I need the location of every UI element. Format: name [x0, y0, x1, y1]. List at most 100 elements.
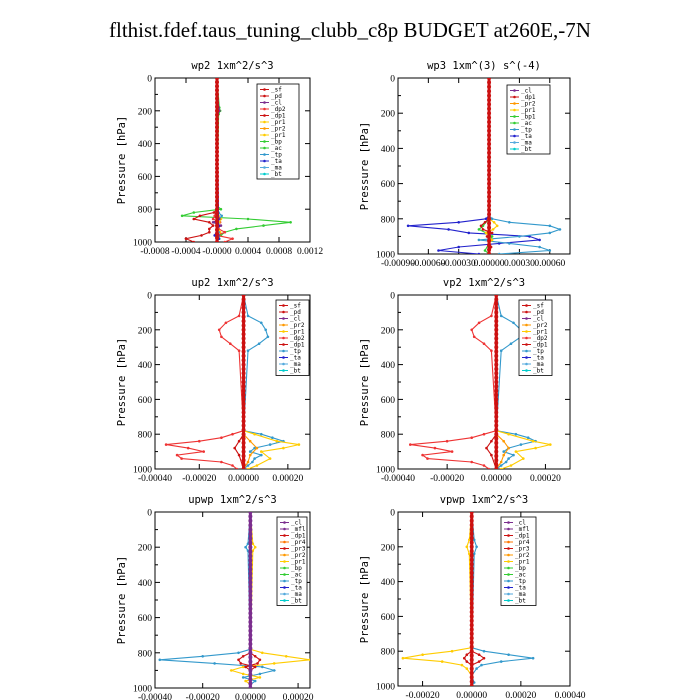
legend-label: _bt — [290, 368, 301, 375]
series-point — [260, 432, 263, 436]
zero-profile-point — [215, 133, 219, 138]
series-point — [470, 436, 474, 440]
y-tick-label: 600 — [138, 614, 153, 624]
series-point — [244, 545, 247, 549]
zero-profile-point — [215, 235, 219, 240]
series-point — [450, 450, 454, 453]
series-point — [258, 658, 262, 662]
series-point — [548, 231, 552, 235]
zero-profile-point — [469, 549, 474, 554]
series-point — [219, 207, 223, 211]
y-axis-label: Pressure [hPa] — [116, 556, 128, 645]
series-point — [251, 460, 254, 464]
series-point — [406, 224, 410, 228]
zero-profile-point — [215, 121, 219, 126]
zero-profile-point — [494, 295, 499, 297]
series-point — [261, 665, 264, 669]
zero-profile-point — [494, 440, 499, 445]
x-tick-label: -0.0004 — [171, 247, 201, 257]
legend-label: _pr1 — [521, 107, 536, 114]
series-point — [246, 349, 250, 353]
legend-marker — [513, 134, 516, 138]
zero-profile-point — [494, 358, 499, 363]
zero-profile-point — [241, 393, 246, 398]
zero-profile-point — [469, 614, 474, 619]
legend-marker — [282, 349, 285, 353]
series-point — [490, 217, 494, 221]
series-point — [230, 669, 233, 672]
x-tick-label: -0.00040 — [381, 474, 415, 484]
series-point — [164, 443, 168, 446]
legend-marker — [283, 586, 286, 589]
series-point — [508, 221, 511, 224]
zero-profile-point — [215, 112, 219, 117]
zero-profile-point — [487, 146, 492, 151]
legend-label: _tp — [271, 152, 282, 159]
zero-profile-point — [469, 523, 474, 528]
series-point — [192, 211, 196, 214]
zero-profile-point — [215, 190, 219, 195]
zero-profile-point — [487, 133, 492, 138]
x-tick-label: -0.0008 — [140, 247, 170, 257]
zero-profile-point — [469, 662, 474, 667]
zero-profile-point — [215, 166, 219, 171]
legend-label: _pr1 — [515, 559, 530, 566]
series-point — [433, 446, 437, 450]
series-point — [158, 658, 162, 662]
series-point — [482, 464, 486, 467]
zero-profile-point — [248, 615, 253, 620]
legend-label: _pr2 — [533, 322, 548, 329]
series-point — [490, 453, 493, 457]
y-tick-label: 800 — [138, 431, 153, 441]
series-point — [255, 446, 259, 450]
legend-label: _ac — [271, 145, 282, 152]
zero-profile-point — [241, 427, 246, 432]
legend-label: _pr2 — [271, 126, 286, 133]
zero-profile-point — [469, 575, 474, 580]
zero-profile-point — [215, 215, 219, 220]
zero-profile-point — [248, 659, 253, 664]
zero-profile-point — [469, 570, 474, 575]
series-point — [231, 237, 234, 240]
zero-profile-point — [494, 314, 499, 319]
legend-label: _ta — [533, 355, 544, 362]
zero-profile-point — [241, 414, 246, 419]
zero-profile-point — [215, 170, 219, 175]
zero-profile-point — [248, 668, 253, 673]
zero-profile-point — [469, 679, 474, 684]
series-point — [497, 252, 501, 254]
legend-marker — [507, 553, 510, 557]
series-point — [538, 245, 541, 249]
series-point — [235, 467, 239, 469]
zero-profile-point — [494, 458, 499, 463]
legend-marker — [282, 330, 285, 333]
series-point — [213, 662, 216, 665]
x-tick-label: -0.00090 — [381, 259, 415, 269]
zero-profile-point — [469, 649, 474, 654]
series-point — [208, 221, 211, 224]
zero-profile-point — [487, 203, 492, 208]
legend-label: _pr2 — [521, 101, 536, 108]
legend-marker — [282, 323, 285, 327]
panel-title: wp2 1xm^2/s^3 — [191, 60, 273, 72]
series-point — [487, 467, 491, 469]
zero-profile-point — [241, 310, 246, 315]
legend-label: _dp1 — [521, 94, 536, 101]
zero-profile-point — [487, 164, 492, 168]
zero-profile-point — [248, 536, 253, 541]
zero-profile-point — [487, 238, 492, 243]
series-point — [211, 217, 215, 221]
series-point — [499, 464, 503, 467]
legend-marker — [282, 310, 285, 314]
legend-label: _bt — [533, 368, 544, 375]
zero-profile-point — [248, 558, 253, 563]
series-point — [499, 460, 503, 464]
y-tick-label: 600 — [381, 396, 396, 406]
zero-profile-point — [215, 203, 219, 208]
series-group — [164, 295, 301, 469]
series-point — [470, 328, 474, 332]
legend-label: _sf — [290, 303, 301, 310]
zero-profile-point — [494, 423, 499, 428]
zero-profile-point — [469, 562, 474, 567]
legend-marker — [513, 128, 516, 131]
